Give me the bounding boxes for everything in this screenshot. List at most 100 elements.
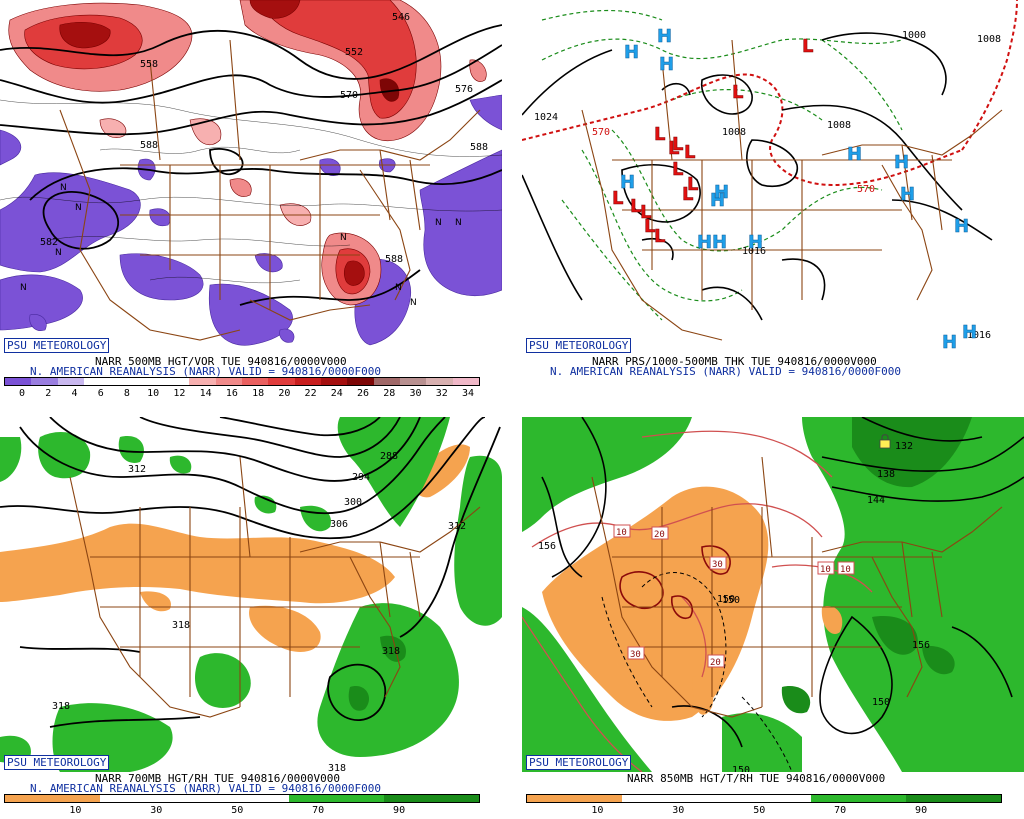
psu-meteorology-badge: PSU METEOROLOGY [526,338,632,353]
n-markers: NNN NNN N NN [20,183,462,308]
contour-label: 132 [895,441,913,452]
scale-swatch [426,378,453,385]
rh-color-scale [526,794,1002,803]
scale-swatch [452,378,479,385]
temp-label: 30 [630,650,641,660]
scale-swatch [136,378,163,385]
contour-label: 582 [40,237,58,248]
scale-tick-label: 34 [461,388,475,399]
panel-700mb-rh: 312 294 288 300 306 312 318 318 318 318 … [0,417,502,819]
temp-label: 30 [712,560,723,570]
scale-tick-label: 14 [199,388,212,399]
high-pressure-marker: H [697,232,712,253]
high-pressure-marker: H [714,182,729,203]
high-pressure-marker: H [620,172,635,193]
svg-text:N: N [455,218,462,228]
low-pressure-marker: L [672,134,683,155]
contour-label: 306 [330,519,348,530]
contour-label: 318 [382,646,400,657]
scale-swatch [110,378,137,385]
scale-tick-label: 22 [304,388,317,399]
height-contours [541,417,1024,748]
contour-label: 570 [857,184,875,195]
scale-swatch [399,378,427,385]
contour-label: 150 [722,595,740,606]
panel-850mb-t-rh: 156 150 150 156 150 138 144 132 150 10 2… [522,417,1024,819]
contour-label: 552 [345,47,363,58]
scale-tick-label: 50 [231,805,244,816]
scale-swatch [347,378,374,385]
scale-tick-label: 26 [357,388,370,399]
high-pressure-marker: H [748,232,763,253]
contour-label: 318 [172,620,190,631]
scale-swatch [215,378,242,385]
contour-label: 1016 [742,246,766,257]
scale-tick-label: 32 [435,388,448,399]
scale-tick-label: 24 [330,388,343,399]
contour-label: 144 [867,495,885,506]
contour-label: 318 [328,763,346,772]
scale-tick-label: 10 [69,805,82,816]
scale-tick-label: 50 [753,805,766,816]
scale-swatch [162,378,190,385]
scale-swatch [189,378,216,385]
scale-tick-label: 10 [591,805,604,816]
scale-tick-label: 6 [97,388,104,399]
contour-label: 570 [340,90,358,101]
low-pressure-marker: L [612,188,623,209]
contour-label: 1024 [534,112,558,123]
pressure-map: 1024 1000 1008 1008 1008 1016 570 570 10… [522,0,1024,355]
high-pressure-marker: H [894,152,909,173]
temp-label: 20 [654,530,665,540]
temp-label: 10 [616,528,627,538]
vorticity-contours [0,99,502,284]
scale-tick-label: 70 [834,805,847,816]
scale-tick-label: 16 [225,388,238,399]
svg-text:N: N [60,183,67,193]
very-moist-areas [348,635,406,711]
scale-tick-label: 10 [147,388,160,399]
contour-label: 570 [592,127,610,138]
rh-scale-labels: 10 30 50 70 90 [4,806,480,817]
contour-labels: 312 294 288 300 306 312 318 318 318 318 [52,451,466,772]
contour-labels: 156 150 150 156 150 138 144 132 150 [538,441,930,772]
scale-swatch [241,378,269,385]
political-borders [59,39,481,341]
lock-icon [879,434,891,449]
scale-tick-label: 70 [312,805,325,816]
vorticity-color-scale [4,377,480,386]
scale-tick-label: 30 [150,805,163,816]
temp-label: 20 [710,658,721,668]
height-contours [0,417,501,728]
contour-label: 1000 [902,30,926,41]
dry-areas [0,444,470,652]
contour-label: 312 [448,521,466,532]
scale-tick-label: 8 [123,388,130,399]
contour-label: 546 [392,12,410,23]
rh-scale-labels: 10 30 50 70 90 [526,806,1002,817]
high-pressure-marker: H [624,42,639,63]
panel-title: NARR 850MB HGT/T/RH TUE 940816/0000V000 [627,772,886,785]
low-pressure-marker: L [802,36,813,57]
contour-label: 288 [380,451,398,462]
rh-700-map: 312 294 288 300 306 312 318 318 318 318 [0,417,502,772]
low-pressure-marker: L [644,216,655,237]
high-pressure-marker: H [657,26,672,47]
panel-subtitle: N. AMERICAN REANALYSIS (NARR) VALID = 94… [30,365,381,378]
contour-label: 588 [385,254,403,265]
contour-labels: 546 552 558 570 576 588 588 582 588 [40,12,488,265]
panel-title: NARR 500MB HGT/VOR TUE 940816/0000V000 [95,355,347,368]
temp-label: 10 [820,565,831,575]
rh-color-scale [4,794,480,803]
psu-meteorology-badge: PSU METEOROLOGY [4,755,110,770]
panel-pressure-thickness: 1024 1000 1008 1008 1008 1016 570 570 10… [522,0,1024,402]
scale-swatch [57,378,84,385]
low-pressure-marker: L [630,196,641,217]
high-pressure-marker: H [942,332,957,353]
temperature-labels: 10 20 30 10 10 30 20 [613,524,855,668]
scale-swatch [320,378,348,385]
svg-text:N: N [340,233,347,243]
positive-vorticity-areas [8,0,487,306]
warm-temperature-contours [619,545,731,619]
